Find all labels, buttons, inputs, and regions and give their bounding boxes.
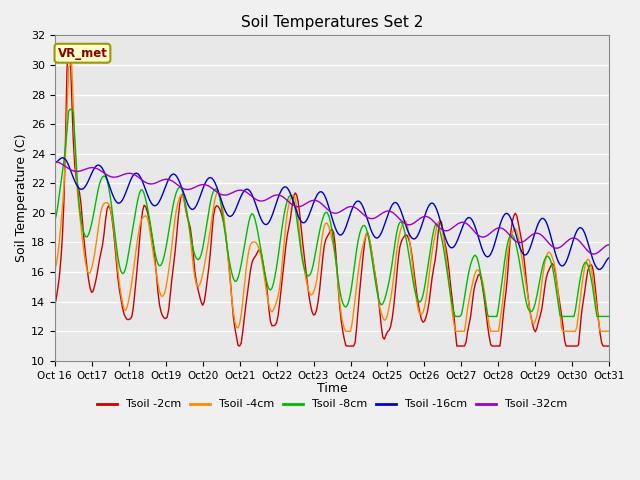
Line: Tsoil -4cm: Tsoil -4cm (55, 65, 609, 331)
Tsoil -16cm (368, 229, 376, 235)
Tsoil -32cm (51, 159, 59, 165)
Tsoil -4cm (342, 328, 349, 334)
Tsoil -4cm (67, 62, 74, 68)
Tsoil -4cm (370, 262, 378, 268)
Tsoil -32cm (590, 251, 598, 257)
Line: Tsoil -8cm: Tsoil -8cm (55, 109, 609, 316)
Line: Tsoil -2cm: Tsoil -2cm (55, 50, 609, 346)
Tsoil -32cm (154, 179, 162, 185)
Tsoil -16cm (387, 205, 394, 211)
Tsoil -32cm (605, 242, 613, 248)
Tsoil -4cm (156, 288, 163, 294)
Tsoil -8cm (67, 107, 74, 112)
Tsoil -16cm (156, 198, 163, 204)
Tsoil -4cm (605, 328, 613, 334)
Line: Tsoil -32cm: Tsoil -32cm (55, 162, 609, 254)
Tsoil -16cm (399, 214, 407, 219)
Tsoil -4cm (68, 62, 76, 68)
Tsoil -16cm (68, 170, 76, 176)
Tsoil -16cm (51, 160, 59, 166)
Tsoil -8cm (399, 222, 407, 228)
Tsoil -8cm (156, 263, 163, 269)
Tsoil -16cm (605, 255, 613, 261)
Tsoil -32cm (367, 216, 374, 221)
Tsoil -8cm (68, 107, 76, 112)
Tsoil -8cm (51, 217, 59, 223)
Legend: Tsoil -2cm, Tsoil -4cm, Tsoil -8cm, Tsoil -16cm, Tsoil -32cm: Tsoil -2cm, Tsoil -4cm, Tsoil -8cm, Tsoi… (93, 395, 572, 414)
Tsoil -4cm (401, 218, 408, 224)
Tsoil -2cm (388, 316, 396, 322)
Tsoil -8cm (541, 257, 548, 263)
Tsoil -2cm (370, 262, 378, 268)
X-axis label: Time: Time (317, 382, 348, 395)
Tsoil -2cm (541, 285, 548, 291)
Tsoil -2cm (68, 93, 76, 99)
Tsoil -2cm (65, 47, 72, 53)
Tsoil -32cm (538, 232, 545, 238)
Title: Soil Temperatures Set 2: Soil Temperatures Set 2 (241, 15, 423, 30)
Tsoil -8cm (368, 257, 376, 263)
Tsoil -16cm (540, 216, 547, 221)
Tsoil -4cm (51, 267, 59, 273)
Tsoil -8cm (451, 313, 459, 319)
Tsoil -4cm (388, 287, 396, 292)
Tsoil -8cm (605, 313, 613, 319)
Tsoil -2cm (236, 343, 243, 349)
Tsoil -4cm (541, 261, 548, 267)
Tsoil -16cm (59, 155, 67, 161)
Text: VR_met: VR_met (58, 47, 108, 60)
Tsoil -32cm (67, 167, 74, 172)
Tsoil -16cm (596, 266, 604, 272)
Tsoil -2cm (156, 302, 163, 308)
Tsoil -2cm (605, 343, 613, 349)
Line: Tsoil -16cm: Tsoil -16cm (55, 158, 609, 269)
Tsoil -32cm (397, 218, 405, 224)
Tsoil -2cm (51, 303, 59, 309)
Y-axis label: Soil Temperature (C): Soil Temperature (C) (15, 134, 28, 263)
Tsoil -2cm (401, 233, 408, 239)
Tsoil -8cm (387, 270, 394, 276)
Tsoil -32cm (385, 208, 393, 214)
